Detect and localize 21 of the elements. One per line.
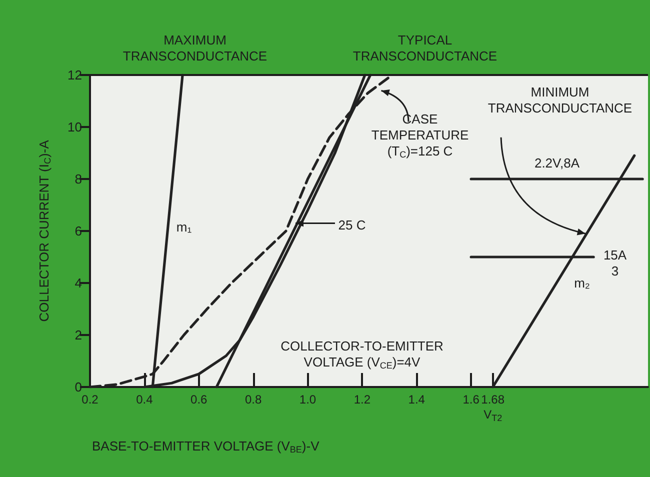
x-tick-label: 0.4 <box>136 392 154 406</box>
annotation: 25 C <box>338 218 366 232</box>
y-tick-label: 2 <box>74 328 82 342</box>
annotation: MINIMUM TRANSCONDUCTANCE <box>488 84 632 116</box>
annotation: m₂ <box>574 276 590 290</box>
x-tick-label: 1.2 <box>354 392 371 406</box>
annotation: 2.2V,8A <box>534 156 580 170</box>
y-tick-label: 4 <box>74 276 82 290</box>
y-axis-title: COLLECTOR CURRENT (IC)-A <box>36 140 52 322</box>
y-tick-label: 8 <box>74 172 82 186</box>
x-tick-label: 0.8 <box>244 392 262 406</box>
annotation: 15A 3 <box>603 248 627 278</box>
x-tick-label: 1.4 <box>408 392 426 406</box>
text: MAXIMUM TRANSCONDUCTANCE <box>122 32 268 64</box>
y-tick-label: 12 <box>68 68 82 82</box>
x-tick-label: 0.6 <box>190 392 208 406</box>
x-tick-label: 1.0 <box>299 392 316 406</box>
text: TYPICAL TRANSCONDUCTANCE <box>352 32 498 64</box>
annotation: m₁ <box>176 220 192 234</box>
x-tick-label: 1.6 <box>462 392 480 406</box>
x-tick-label: 0.2 <box>82 392 99 406</box>
